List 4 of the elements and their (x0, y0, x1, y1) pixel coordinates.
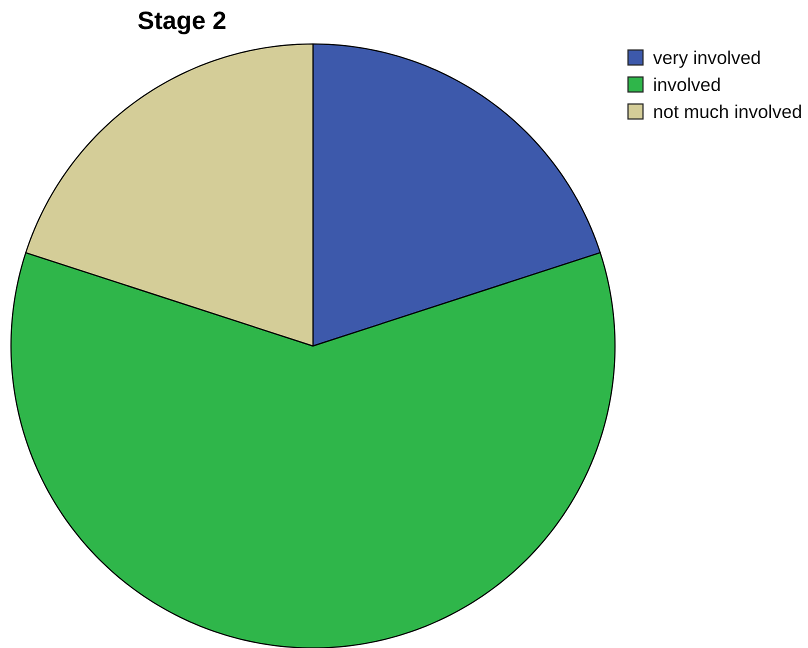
legend-label: not much involved (653, 101, 802, 122)
chart-title: Stage 2 (138, 7, 226, 35)
legend-label: very involved (653, 47, 761, 68)
legend-label: involved (653, 74, 721, 95)
